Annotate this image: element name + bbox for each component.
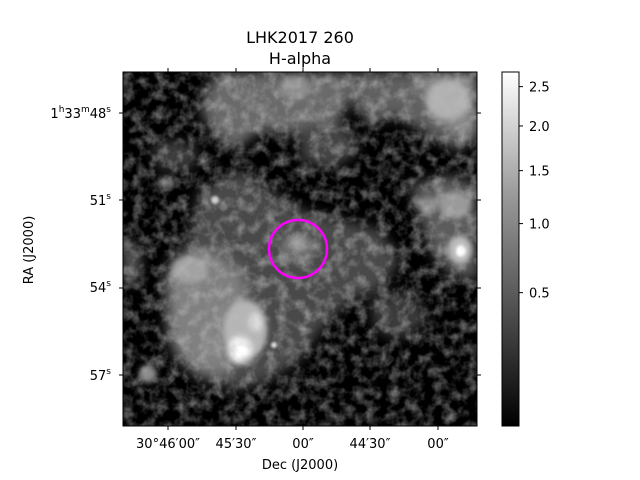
aperture-circle <box>267 218 329 280</box>
image-frame <box>122 71 478 427</box>
x-tick-label: 00″ <box>427 437 449 452</box>
y-tick-label: 51s <box>90 192 112 209</box>
colorbar-tick-label: 1.0 <box>529 218 550 233</box>
x-axis-label: Dec (J2000) <box>262 458 338 473</box>
title-line-1: LHK2017 260 <box>246 28 354 47</box>
colorbar-tick-label: 1.5 <box>529 165 550 180</box>
x-tick-label: 00″ <box>292 437 314 452</box>
halpha-image <box>123 72 477 426</box>
colorbar-tick-label: 2.5 <box>529 81 550 96</box>
x-tick-label: 44′30″ <box>350 437 391 452</box>
y-tick-label: 57s <box>90 367 112 384</box>
x-axis: 30°46′00″ 45′30″ 00″ 44′30″ 00″ <box>136 437 449 452</box>
y-tick-label: 1h33m48s <box>50 105 111 122</box>
x-tick-label: 30°46′00″ <box>136 437 200 452</box>
colorbar-gradient <box>501 71 520 427</box>
x-tick-label: 45′30″ <box>216 437 257 452</box>
colorbar-tick-label: 2.0 <box>529 120 550 135</box>
colorbar: 2.5 2.0 1.5 1.0 0.5 <box>501 71 550 427</box>
y-tick-label: 54s <box>90 279 112 296</box>
y-axis-label: RA (J2000) <box>22 216 37 285</box>
y-axis: 1h33m48s 51s 54s 57s <box>50 105 111 384</box>
title-line-2: H-alpha <box>269 49 331 68</box>
colorbar-tick-label: 0.5 <box>529 287 550 302</box>
